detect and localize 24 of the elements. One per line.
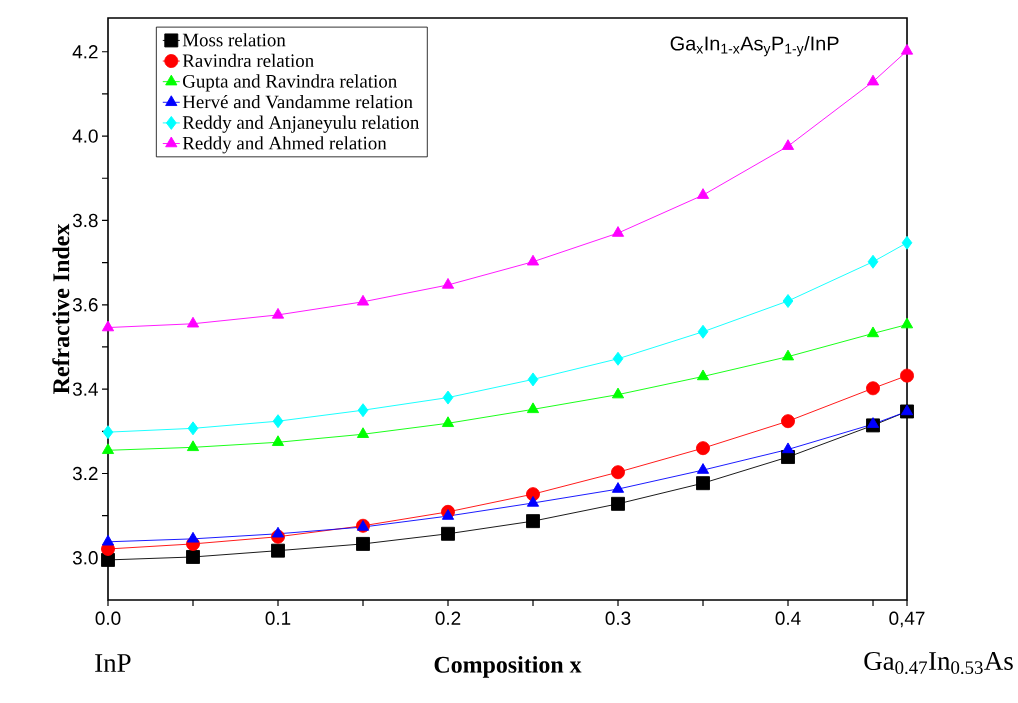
x-tick-label: 0.4 bbox=[775, 611, 801, 625]
chart-title: Ga$_{x}$In$_{1-x}$As$_{y}$P$_{1-y}$/InP bbox=[670, 35, 839, 57]
y-tick-label: 3.4 bbox=[72, 382, 98, 396]
y-tick-label: 3.2 bbox=[72, 466, 98, 481]
y-tick-label: 3.6 bbox=[72, 298, 98, 312]
x-tick-label: 0.1 bbox=[265, 611, 291, 625]
text: Ga$_{0.47}$In$_{0.53}$As bbox=[864, 651, 1013, 675]
legend-label: Moss relation bbox=[182, 33, 286, 47]
legend-label: Ravindra relation bbox=[182, 53, 314, 68]
x-tick-label: 0.0 bbox=[95, 611, 121, 625]
x-tick-label: 0.3 bbox=[605, 611, 631, 625]
legend-label: Reddy and Ahmed relation bbox=[182, 136, 387, 154]
legend-label: Reddy and Anjaneyulu relation bbox=[182, 115, 420, 133]
y-tick-label: 4.0 bbox=[72, 129, 98, 143]
legend-label: Gupta and Ravindra relation bbox=[183, 74, 397, 92]
y-tick-label: 3.0 bbox=[72, 551, 98, 565]
text: InP bbox=[95, 654, 131, 672]
legend-label: Hervé and Vandamme relation bbox=[182, 94, 413, 109]
x-axis-title: Composition x bbox=[434, 656, 582, 678]
y-tick-label: 3.8 bbox=[72, 213, 98, 228]
y-axis-title: Refractive Index bbox=[52, 223, 70, 394]
x-tick-label: 0.2 bbox=[435, 611, 461, 625]
y-tick-label: 4.2 bbox=[72, 45, 98, 59]
x-tick-label: 0,47 bbox=[889, 611, 925, 628]
